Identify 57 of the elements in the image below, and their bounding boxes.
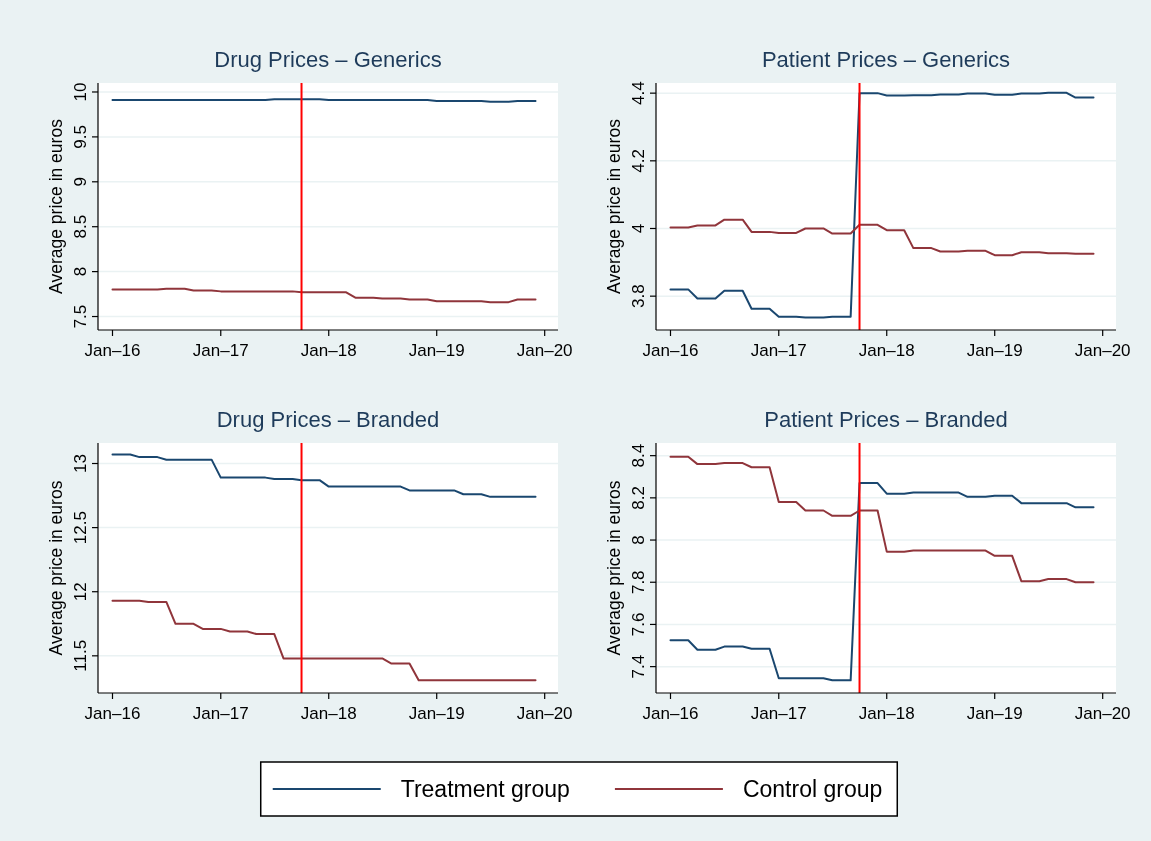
- line-series: [111, 287, 537, 304]
- line-series: [111, 453, 537, 498]
- chart-title: Drug Prices – Generics: [214, 47, 442, 72]
- chart-title: Patient Prices – Generics: [761, 47, 1011, 72]
- y-tick-label: 8.5: [71, 214, 90, 239]
- x-tick-label: Jan–19: [966, 341, 1023, 360]
- y-tick-label: 4: [629, 223, 648, 234]
- line-series: [669, 482, 1095, 682]
- y-tick-label: 7.4: [629, 654, 648, 679]
- y-tick-label: 7.5: [71, 304, 90, 329]
- x-tick-label: Jan–20: [1074, 704, 1131, 723]
- x-tick-label: Jan–20: [516, 704, 573, 723]
- y-tick-label: 11.5: [71, 639, 90, 672]
- x-tick-label: Jan–17: [750, 704, 807, 723]
- y-tick-label: 4.2: [629, 149, 648, 173]
- y-axis-title: Average price in euros: [46, 118, 66, 294]
- x-tick-label: Jan–17: [192, 704, 249, 723]
- x-tick-label: Jan–18: [300, 341, 357, 360]
- x-tick-label: Jan–19: [408, 341, 465, 360]
- y-tick-label: 9: [71, 177, 90, 187]
- x-tick-label: Jan–20: [516, 341, 573, 360]
- y-tick-label: 7.6: [629, 612, 648, 637]
- x-tick-label: Jan–16: [84, 341, 141, 360]
- chart-title: Patient Prices – Branded: [764, 407, 1008, 432]
- y-tick-label: 13: [71, 454, 90, 473]
- y-tick-label: 8: [71, 266, 90, 277]
- y-tick-label: 12.5: [71, 511, 90, 545]
- y-tick-label: 7.8: [629, 570, 648, 595]
- x-tick-label: Jan–20: [1074, 341, 1131, 360]
- x-tick-label: Jan–18: [858, 704, 915, 723]
- x-tick-label: Jan–17: [750, 341, 807, 360]
- y-tick-label: 10: [71, 82, 90, 102]
- y-tick-label: 8.4: [629, 443, 648, 468]
- x-tick-label: Jan–17: [192, 341, 249, 360]
- x-tick-label: Jan–16: [84, 704, 141, 723]
- legend-label: Treatment group: [400, 776, 570, 802]
- x-tick-label: Jan–16: [642, 704, 699, 723]
- line-series: [669, 218, 1095, 257]
- y-tick-label: 9.5: [71, 125, 90, 149]
- chart-title: Drug Prices – Branded: [216, 407, 440, 432]
- x-tick-label: Jan–16: [642, 341, 699, 360]
- line-series: [111, 599, 537, 682]
- y-tick-label: 3.8: [629, 284, 648, 308]
- y-axis-title: Average price in euros: [604, 480, 624, 656]
- line-series: [669, 455, 1095, 584]
- x-tick-label: Jan–19: [408, 704, 465, 723]
- y-axis-title: Average price in euros: [604, 118, 624, 294]
- legend-label: Control group: [742, 776, 883, 802]
- line-series: [669, 91, 1095, 319]
- y-tick-label: 12: [71, 582, 90, 602]
- x-tick-label: Jan–18: [858, 341, 915, 360]
- y-tick-label: 8.2: [629, 486, 648, 510]
- x-tick-label: Jan–18: [300, 704, 357, 723]
- y-axis-title: Average price in euros: [46, 480, 66, 656]
- x-tick-label: Jan–19: [966, 704, 1023, 723]
- y-tick-label: 8: [629, 535, 648, 545]
- y-tick-label: 4.4: [629, 81, 648, 105]
